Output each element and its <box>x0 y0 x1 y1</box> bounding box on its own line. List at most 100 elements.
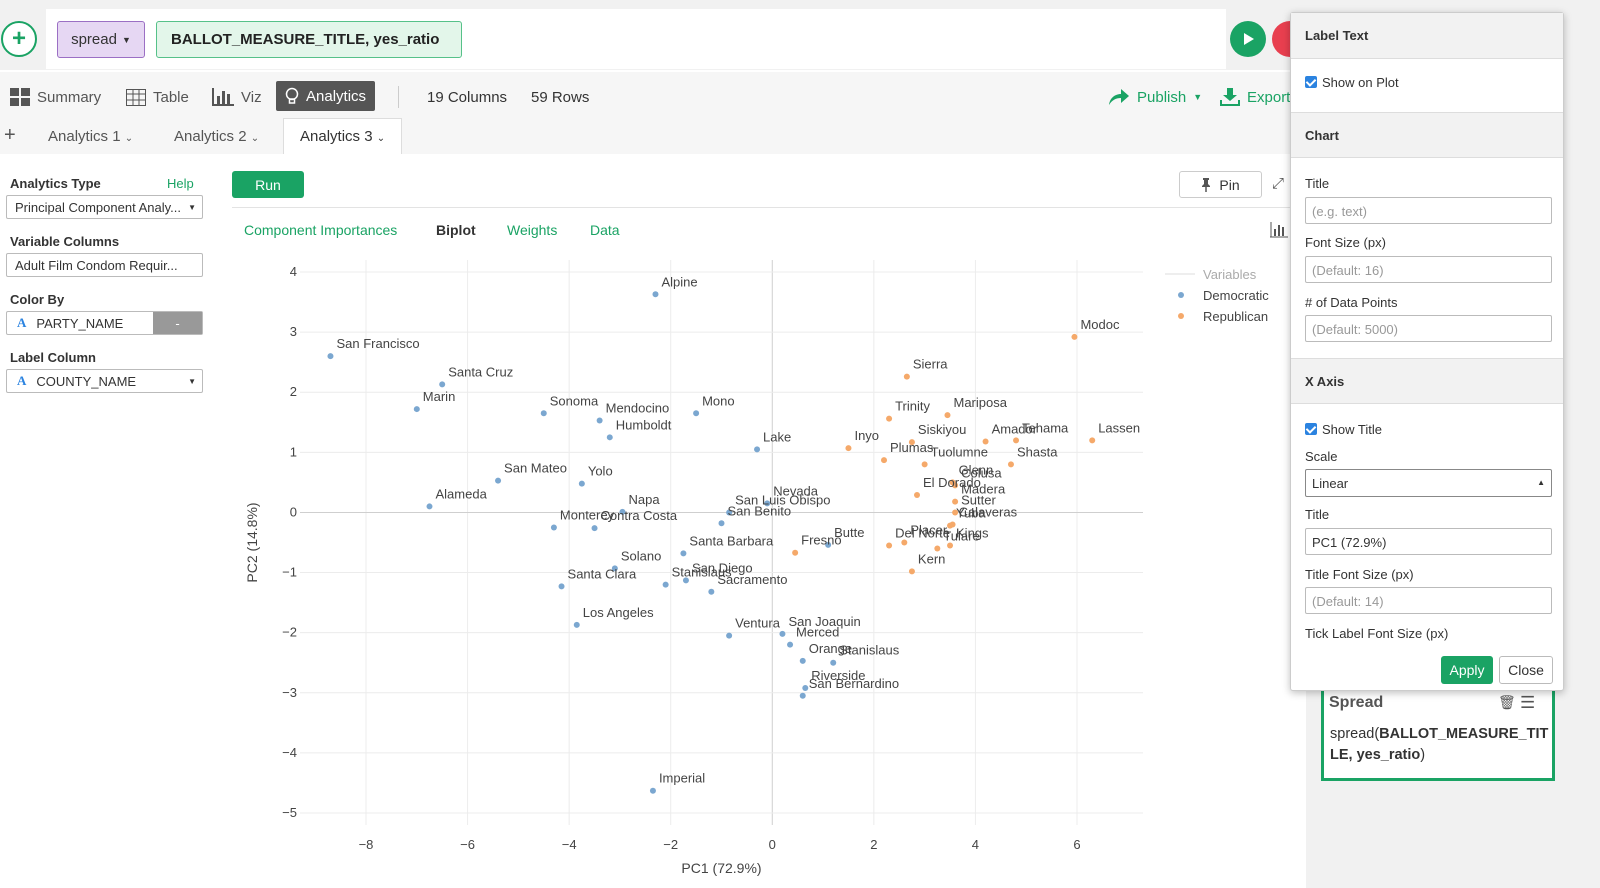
chart-title-input[interactable]: (e.g. text) <box>1305 197 1552 224</box>
y-tick-label: 3 <box>290 324 297 339</box>
tab-analytics-1[interactable]: Analytics 1 ⌄ <box>48 128 133 145</box>
point-label: Amador <box>992 422 1038 437</box>
point-label: Glenn <box>959 462 994 477</box>
point-label: Nevada <box>773 483 819 498</box>
expand-icon[interactable]: ⤢ <box>1272 175 1285 192</box>
command-args-input[interactable]: BALLOT_MEASURE_TITLE, yes_ratio <box>156 21 462 58</box>
share-icon <box>1109 89 1129 105</box>
data-point <box>908 568 915 575</box>
table-view-button[interactable]: Table <box>126 86 189 108</box>
point-label: Marin <box>423 389 456 404</box>
data-point <box>578 480 585 487</box>
data-points-input[interactable]: (Default: 5000) <box>1305 315 1552 342</box>
point-label: El Dorado <box>923 475 981 490</box>
legend-swatch <box>1178 313 1184 319</box>
point-label: Orange <box>809 641 852 656</box>
variable-columns-value: Adult Film Condom Requir... <box>15 257 178 273</box>
point-label: Alpine <box>661 274 697 289</box>
export-button[interactable]: Export <box>1220 86 1290 108</box>
data-point <box>886 542 893 549</box>
apply-button[interactable]: Apply <box>1441 656 1493 684</box>
toolbar-divider <box>398 86 399 108</box>
add-step-button[interactable]: + <box>1 21 37 57</box>
x-tick-label: 0 <box>769 837 776 852</box>
analytics-type-select[interactable]: Principal Component Analy... ▼ <box>6 195 203 219</box>
point-label: Tuolumne <box>931 444 988 459</box>
viz-view-button[interactable]: Viz <box>212 86 262 108</box>
help-link[interactable]: Help <box>167 176 194 191</box>
chart-settings-icon[interactable] <box>1270 222 1288 238</box>
title-font-size-label: Title Font Size (px) <box>1305 567 1414 582</box>
data-point <box>573 621 580 628</box>
data-point <box>726 509 733 516</box>
table-label: Table <box>153 88 189 106</box>
command-verb-dropdown[interactable]: spread ▼ <box>57 21 145 58</box>
tab-weights[interactable]: Weights <box>507 222 558 238</box>
chevron-down-icon: ⌄ <box>124 133 134 144</box>
scale-select[interactable]: Linear ▲ <box>1305 469 1552 497</box>
point-label: Stanislaus <box>839 643 899 658</box>
x-tick-label: 6 <box>1073 837 1080 852</box>
menu-icon[interactable]: ☰ <box>1520 693 1536 712</box>
data-point <box>649 787 656 794</box>
color-by-remove-button[interactable]: - <box>153 312 202 334</box>
tab-data[interactable]: Data <box>590 222 620 238</box>
point-label: Butte <box>834 525 864 540</box>
point-label: Sacramento <box>717 572 787 587</box>
publish-button[interactable]: Publish ▼ <box>1108 86 1202 108</box>
download-icon <box>1220 88 1240 106</box>
caret-down-icon: ▼ <box>1193 92 1203 102</box>
close-button[interactable]: Close <box>1499 656 1553 684</box>
tab-label: Analytics 3 <box>300 128 373 145</box>
command-verb-label: spread <box>71 31 117 48</box>
data-point <box>952 509 959 516</box>
data-point <box>550 524 557 531</box>
publish-label: Publish <box>1137 88 1187 106</box>
add-tab-button[interactable]: + <box>4 124 16 146</box>
point-label: Sutter <box>961 492 996 507</box>
step-code-args: BALLOT_MEASURE_TITLE, yes_ratio <box>1330 726 1549 763</box>
title-font-size-input[interactable]: (Default: 14) <box>1305 587 1552 614</box>
data-point <box>754 446 761 453</box>
run-button[interactable]: Run <box>232 171 304 198</box>
spread-step-card[interactable]: Spread 🗑 ☰ spread(BALLOT_MEASURE_TITLE, … <box>1321 686 1555 781</box>
variable-columns-select[interactable]: Adult Film Condom Requir... <box>6 253 203 277</box>
show-title-checkbox[interactable]: Show Title <box>1305 422 1382 437</box>
step-code-suffix: ) <box>1420 747 1426 763</box>
data-point <box>802 684 809 691</box>
point-label: Lake <box>763 429 791 444</box>
label-column-label: Label Column <box>10 350 96 365</box>
caret-up-icon: ▲ <box>1537 478 1545 487</box>
trash-icon[interactable]: 🗑 <box>1498 694 1516 710</box>
pin-label: Pin <box>1219 176 1240 193</box>
data-point <box>947 542 954 549</box>
tab-biplot[interactable]: Biplot <box>436 222 476 238</box>
data-point <box>764 500 771 507</box>
label-column-select[interactable]: A COUNTY_NAME ▼ <box>6 369 203 393</box>
legend-item: Democratic <box>1203 288 1269 303</box>
show-on-plot-checkbox[interactable]: Show on Plot <box>1305 75 1399 90</box>
text-type-icon: A <box>17 373 27 388</box>
point-label: Trinity <box>895 399 930 414</box>
bar-chart-icon <box>212 88 234 106</box>
run-command-button[interactable] <box>1230 21 1266 57</box>
point-label: Napa <box>628 492 660 507</box>
tab-component-importances[interactable]: Component Importances <box>244 222 398 238</box>
analytics-tab-bar <box>0 118 1305 154</box>
chart-section-header: Chart <box>1291 112 1563 158</box>
font-size-input[interactable]: (Default: 16) <box>1305 256 1552 283</box>
point-label: Contra Costa <box>601 508 678 523</box>
point-label: Kings <box>956 526 989 541</box>
tab-analytics-3[interactable]: Analytics 3 ⌄ <box>283 118 403 154</box>
data-point <box>845 445 852 452</box>
analytics-view-button[interactable]: Analytics <box>276 81 376 111</box>
data-point <box>662 581 669 588</box>
font-size-label: Font Size (px) <box>1305 235 1386 250</box>
x-title-input[interactable]: PC1 (72.9%) <box>1305 528 1552 555</box>
tab-analytics-2[interactable]: Analytics 2 ⌄ <box>174 128 259 145</box>
summary-view-button[interactable]: Summary <box>10 86 101 108</box>
pin-button[interactable]: Pin <box>1179 171 1262 198</box>
color-by-label: Color By <box>10 292 65 307</box>
point-label: Yuba <box>956 506 986 521</box>
data-point <box>1013 437 1020 444</box>
